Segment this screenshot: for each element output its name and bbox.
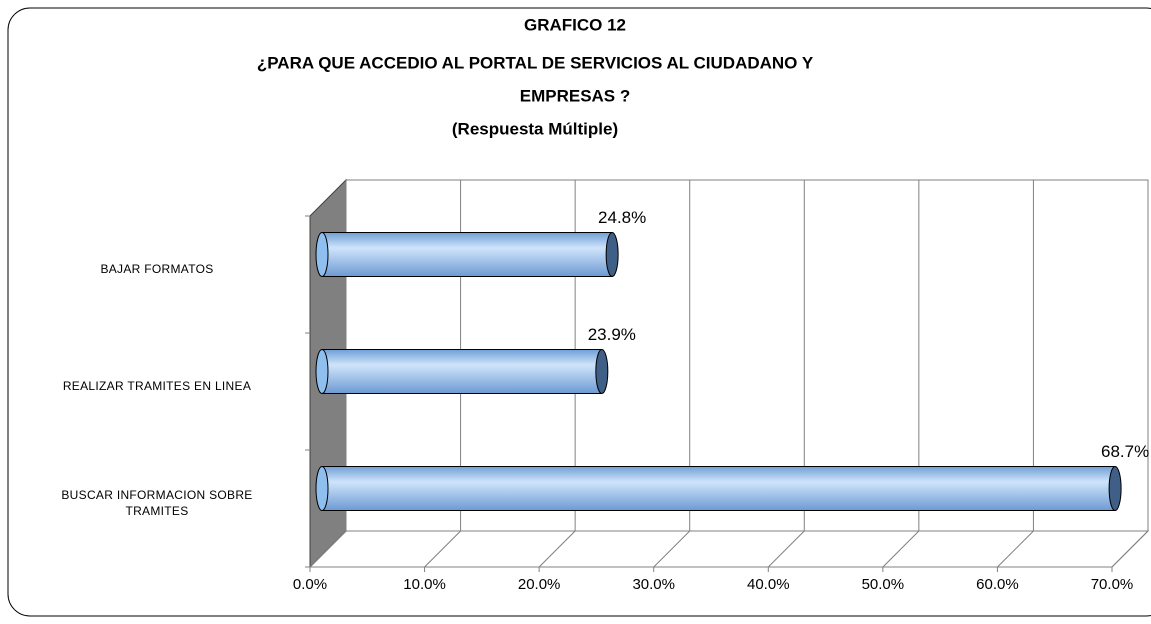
y-tick-label: BUSCAR INFORMACION SOBRE TRAMITES: [61, 487, 253, 518]
chart-title: EMPRESAS ?: [520, 86, 631, 105]
chart-subtitle: (Respuesta Múltiple): [452, 119, 618, 138]
floor-grid-line: [767, 530, 805, 568]
chart-title: ¿PARA QUE ACCEDIO AL PORTAL DE SERVICIOS…: [257, 53, 814, 72]
x-tick-label: 70.0%: [1091, 576, 1134, 593]
bar: [321, 466, 1116, 511]
bar-start-cap: [315, 466, 329, 511]
y-tick-label: REALIZAR TRAMITES EN LINEA: [62, 378, 252, 393]
x-tick-label: 0.0%: [293, 576, 327, 593]
floor: [308, 530, 1150, 568]
x-tick-label: 40.0%: [747, 576, 790, 593]
x-tick-label: 60.0%: [976, 576, 1019, 593]
floor-grid-line: [997, 530, 1034, 568]
bar: [321, 349, 603, 394]
y-tick-label: BAJAR FORMATOS: [100, 261, 214, 276]
bar-end-cap: [1108, 466, 1122, 511]
x-tick-label: 50.0%: [862, 576, 905, 593]
data-label: 68.7%: [1101, 442, 1149, 461]
bar-end-cap: [605, 232, 619, 277]
data-label: 24.8%: [598, 208, 646, 227]
bar-end-cap: [595, 349, 609, 394]
floor-grid-line: [653, 530, 691, 568]
bar-start-cap: [315, 349, 329, 394]
floor-grid-line: [309, 530, 347, 568]
x-tick-label: 20.0%: [518, 576, 561, 593]
chart-title: GRAFICO 12: [524, 15, 626, 34]
bar: [321, 232, 613, 277]
floor-grid-line: [1111, 530, 1149, 568]
bar-start-cap: [315, 232, 329, 277]
data-label: 23.9%: [588, 325, 636, 344]
chart-border: [7, 7, 1151, 617]
x-tick-label: 10.0%: [403, 576, 446, 593]
floor-grid-line: [424, 530, 461, 568]
floor-grid-line: [538, 530, 576, 568]
floor-grid-line: [882, 530, 920, 568]
x-tick-label: 30.0%: [632, 576, 675, 593]
